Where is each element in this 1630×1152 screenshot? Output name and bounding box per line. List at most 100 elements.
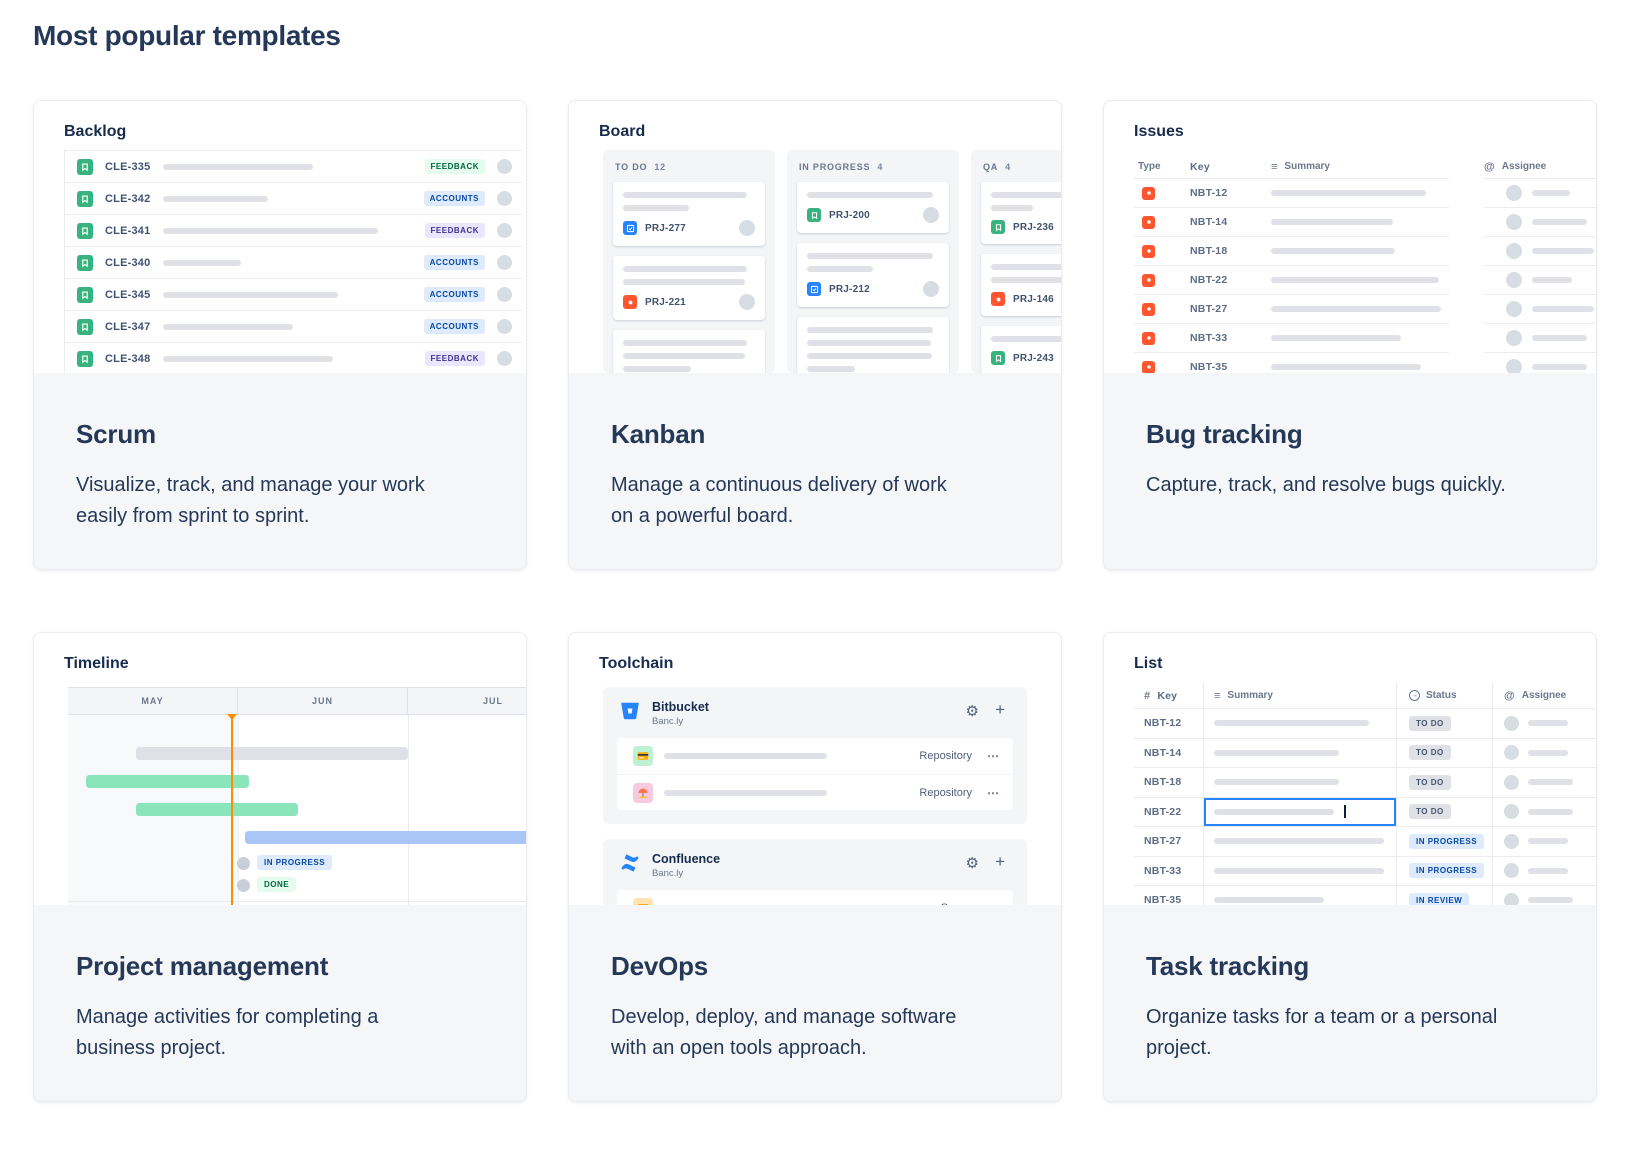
issue-key: NBT-33 xyxy=(1190,332,1228,344)
toolchain-section-bitbucket: Bitbucket Banc.ly ⚙ + Repository ⋯ xyxy=(603,687,1027,824)
template-card-devops[interactable]: Toolchain Bitbucket Banc.ly ⚙ + Reposito xyxy=(568,632,1062,1102)
gantt-bar xyxy=(245,831,526,844)
avatar xyxy=(1504,863,1519,879)
label-badge: ACCOUNTS xyxy=(423,255,485,270)
issue-key: PRJ-221 xyxy=(645,296,686,308)
placeholder-bar xyxy=(807,327,933,333)
template-card-project-management[interactable]: Timeline MAY JUN JUL IN PROGRESS xyxy=(33,632,527,1102)
placeholder-bar xyxy=(807,192,933,198)
hash-icon: # xyxy=(1144,689,1151,702)
template-card-task-tracking[interactable]: List # Key ≡ Summary → Status @ Assignee NBT… xyxy=(1103,632,1597,1102)
preview-title-toolchain: Toolchain xyxy=(599,655,674,672)
placeholder-bar xyxy=(1532,248,1594,254)
summary-lines-icon: ≡ xyxy=(1271,160,1278,173)
backlog-row: CLE-335 FEEDBACK xyxy=(65,151,522,183)
issues-row: NBT-35 xyxy=(1134,353,1596,373)
placeholder-bar xyxy=(163,259,241,266)
board-column-qa: QA 4 PRJ-236 PRJ-146 PRJ-243 xyxy=(971,150,1061,373)
placeholder-bar xyxy=(1214,838,1384,845)
issue-key: PRJ-200 xyxy=(829,209,870,221)
avatar xyxy=(1504,804,1519,820)
column-header-summary: Summary xyxy=(1227,690,1273,701)
avatar xyxy=(1506,359,1522,373)
column-header-key: Key xyxy=(1190,160,1210,173)
card-title: Task tracking xyxy=(1146,951,1310,981)
placeholder-bar xyxy=(1214,897,1324,904)
task-icon xyxy=(807,282,821,296)
board-column-inprogress: IN PROGRESS 4 PRJ-200 PRJ-212 xyxy=(787,150,959,373)
story-icon xyxy=(991,351,1005,365)
placeholder-bar xyxy=(163,163,313,170)
bug-icon xyxy=(1142,331,1155,345)
placeholder-bar xyxy=(1214,808,1334,815)
column-header-status: Status xyxy=(1426,690,1457,701)
scrum-preview: Backlog CLE-335 FEEDBACK CLE-342 ACCOUNT… xyxy=(34,101,526,373)
template-card-kanban[interactable]: Board TO DO 12 PRJ-277 PRJ-221 xyxy=(568,100,1062,570)
placeholder-bar xyxy=(1271,277,1439,283)
placeholder-bar xyxy=(1532,277,1572,283)
placeholder-bar xyxy=(1271,219,1393,225)
label-badge: ACCOUNTS xyxy=(423,287,485,302)
placeholder-bar xyxy=(807,253,933,259)
placeholder-bar xyxy=(1528,867,1568,874)
toolchain-preview: Toolchain Bitbucket Banc.ly ⚙ + Reposito xyxy=(569,633,1061,905)
placeholder-bar xyxy=(163,227,378,234)
preview-title-board: Board xyxy=(599,123,646,140)
card-description: Capture, track, and resolve bugs quickly… xyxy=(1146,474,1506,496)
card-title: DevOps xyxy=(611,951,709,981)
board-card: PRJ-212 xyxy=(797,243,949,307)
issues-row: NBT-33 xyxy=(1134,324,1596,353)
avatar xyxy=(497,287,512,302)
issues-table: Type Key ≡ Summary @ Assignee NBT-12 NBT-14 … xyxy=(1134,155,1596,373)
column-count: 12 xyxy=(654,162,666,172)
board-columns: TO DO 12 PRJ-277 PRJ-221 xyxy=(603,150,1061,373)
avatar xyxy=(497,159,512,174)
card-description: Develop, deploy, and manage software with… xyxy=(611,1006,957,1059)
board-card: PRJ-236 xyxy=(981,182,1061,244)
avatar xyxy=(1504,892,1519,905)
template-card-scrum[interactable]: Backlog CLE-335 FEEDBACK CLE-342 ACCOUNT… xyxy=(33,100,527,570)
avatar xyxy=(1506,301,1522,317)
story-icon xyxy=(77,222,93,239)
issue-key: PRJ-236 xyxy=(1013,221,1054,233)
card-description: Manage activities for completing a busine… xyxy=(76,1006,379,1059)
placeholder-bar xyxy=(1271,364,1421,370)
bug-icon xyxy=(623,295,637,309)
status-badge: TO DO xyxy=(1409,804,1451,820)
column-count: 4 xyxy=(1005,162,1011,172)
bug-icon xyxy=(1142,186,1155,200)
placeholder-bar xyxy=(1271,248,1395,254)
issue-key: CLE-345 xyxy=(105,288,151,301)
at-icon: @ xyxy=(1504,689,1515,702)
credit-card-emoji-icon xyxy=(633,746,653,766)
board-card: PRJ-213 xyxy=(797,317,949,373)
timeline-month-header: MAY JUN JUL xyxy=(68,687,526,715)
placeholder-bar xyxy=(1528,720,1568,727)
bug-icon xyxy=(1142,360,1155,373)
issues-row: NBT-14 xyxy=(1134,208,1596,237)
summary-lines-icon: ≡ xyxy=(1214,689,1221,702)
placeholder-bar xyxy=(1214,779,1339,786)
card-title: Project management xyxy=(76,951,329,981)
issue-key: CLE-347 xyxy=(105,320,151,333)
board-card: PRJ-146 xyxy=(981,254,1061,316)
issue-key: NBT-14 xyxy=(1134,738,1204,767)
at-icon: @ xyxy=(1484,160,1495,173)
backlog-row: CLE-345 ACCOUNTS xyxy=(65,279,522,311)
avatar xyxy=(1504,774,1519,790)
summary-edit-cell[interactable] xyxy=(1204,797,1397,826)
placeholder-bar xyxy=(623,340,747,346)
avatar xyxy=(497,351,512,366)
issue-key: NBT-22 xyxy=(1134,797,1204,826)
placeholder-bar xyxy=(1528,779,1573,786)
task-tracking-info: Task tracking Organize tasks for a team … xyxy=(1104,905,1596,1101)
avatar xyxy=(497,319,512,334)
placeholder-bar xyxy=(163,291,338,298)
placeholder-bar xyxy=(163,355,333,362)
story-icon xyxy=(77,286,93,303)
placeholder-bar xyxy=(623,353,745,359)
tool-name: Bitbucket xyxy=(652,700,709,714)
template-card-bug-tracking[interactable]: Issues Type Key ≡ Summary @ Assignee NBT-12 … xyxy=(1103,100,1597,570)
preview-title-backlog: Backlog xyxy=(64,123,127,140)
column-label: TO DO xyxy=(615,162,648,172)
